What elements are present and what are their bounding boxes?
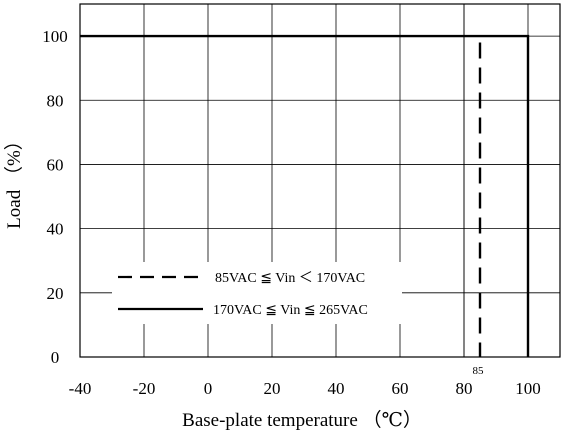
x-tick-0: 0 [204, 379, 213, 398]
series-line-1 [80, 34, 530, 357]
x-tick-20: 20 [264, 379, 281, 398]
annotation-85: 85 [473, 365, 485, 377]
x-tick-100: 100 [515, 379, 541, 398]
legend-label-170vac: 170VAC ≦ Vin ≦ 265VAC [213, 303, 368, 318]
y-tick-20: 20 [47, 284, 64, 303]
y-tick-80: 80 [47, 91, 64, 110]
x-tick-80: 80 [456, 379, 473, 398]
y-tick-40: 40 [47, 220, 64, 239]
x-tick--20: -20 [133, 379, 156, 398]
x-tick--40: -40 [69, 379, 92, 398]
x-tick-60: 60 [392, 379, 409, 398]
legend-background [112, 262, 402, 324]
y-tick-60: 60 [47, 155, 64, 174]
y-tick-0: 0 [51, 348, 60, 367]
plot-frame [79, 3, 561, 358]
y-tick-labels: 0 20 40 60 80 100 [42, 27, 68, 367]
series-lines [80, 34, 530, 357]
legend-label-85vac: 85VAC ≦ Vin ＜ 170VAC [215, 271, 365, 286]
x-axis-label: Base-plate temperature （℃） [182, 409, 422, 431]
y-axis-label: Load （%） [3, 131, 25, 229]
legend: 85VAC ≦ Vin ＜ 170VAC 170VAC ≦ Vin ≦ 265V… [112, 262, 402, 324]
x-tick-40: 40 [328, 379, 345, 398]
x-tick-labels: -40 -20 0 20 40 60 80 100 [69, 379, 541, 398]
y-tick-100: 100 [42, 27, 68, 46]
